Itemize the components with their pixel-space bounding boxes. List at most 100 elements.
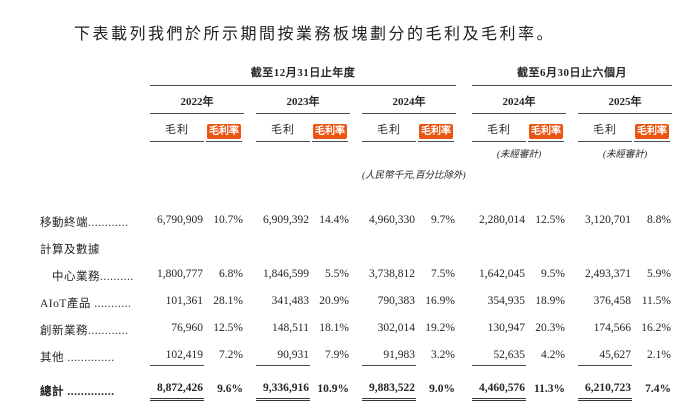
section-gap xyxy=(456,86,472,114)
section-gap xyxy=(456,142,472,161)
col-group-annual: 截至12月31日止年度 xyxy=(150,64,456,86)
gross-profit-value: 3,120,701 xyxy=(585,214,631,226)
section-gap xyxy=(456,203,472,230)
gross-profit-value: 1,800,777 xyxy=(157,268,203,280)
section-gap xyxy=(456,64,472,86)
gross-margin-value: 2.1% xyxy=(647,349,671,361)
group-gap xyxy=(244,257,256,284)
unaudited-row: (未經審計) (未經審計) xyxy=(40,142,672,161)
gross-profit-value: 102,419 xyxy=(150,338,204,366)
gross-margin-value: 14.4% xyxy=(319,214,349,226)
gross-profit-header: 毛利 xyxy=(362,113,416,142)
spacer xyxy=(456,160,672,181)
corner-cell xyxy=(40,142,150,161)
empty-cells xyxy=(150,230,672,257)
segment-name: 計算及數據 xyxy=(40,244,100,256)
group-gap xyxy=(566,203,578,230)
group-gap xyxy=(350,86,362,114)
corner-cell xyxy=(40,86,150,114)
group-gap xyxy=(244,114,256,142)
intro-text: 下表載列我們於所示期間按業務板塊劃分的毛利及毛利率。 xyxy=(74,26,556,43)
gross-margin-chip-underline: 毛利率 xyxy=(634,123,670,142)
total-row: 總計 .............. 8,872,426 9.6% 9,336,916 1… xyxy=(40,365,672,401)
gross-profit-value: 130,947 xyxy=(487,322,525,334)
gross-profit-value: 1,642,045 xyxy=(479,268,525,280)
gross-margin-value: 8.8% xyxy=(647,214,671,226)
table-body: 移動終端............ 6,790,909 10.7% 6,909,392 1… xyxy=(40,203,672,401)
year-header: 2025年 xyxy=(578,85,672,114)
group-gap xyxy=(350,311,362,338)
group-gap xyxy=(350,338,362,365)
gross-profit-value: 4,460,576 xyxy=(472,365,526,401)
gross-margin-highlight-chip: 毛利率 xyxy=(207,123,241,139)
group-gap xyxy=(350,203,362,230)
gross-profit-header: 毛利 xyxy=(578,113,632,142)
unaudited-note: (未經審計) xyxy=(496,150,542,160)
segment-name: 其他 .............. xyxy=(40,352,115,364)
col-group-interim: 截至6月30日止六個月 xyxy=(472,64,672,86)
segment-row: 創新業務............ 76,960 12.5% 148,511 18.1% 3… xyxy=(40,311,672,338)
gross-profit-value: 3,738,812 xyxy=(369,268,415,280)
segment-row: 中心業務.......... 1,800,777 6.8% 1,846,599 5.5%… xyxy=(40,257,672,284)
group-gap xyxy=(566,365,578,399)
gross-margin-value: 12.5% xyxy=(213,322,243,334)
group-gap xyxy=(566,86,578,114)
gross-margin-value: 20.9% xyxy=(319,295,349,307)
group-gap xyxy=(244,338,256,365)
gross-profit-value: 45,627 xyxy=(578,338,632,366)
gross-margin-value: 7.5% xyxy=(431,268,455,280)
segment-name: 中心業務.......... xyxy=(52,271,134,283)
corner-cell xyxy=(40,160,150,181)
row-label: 中心業務.......... xyxy=(40,257,150,284)
gross-profit-value: 1,846,599 xyxy=(263,268,309,280)
gross-profit-value: 2,280,014 xyxy=(479,214,525,226)
gross-margin-chip-underline: 毛利率 xyxy=(206,123,242,142)
group-gap xyxy=(244,311,256,338)
segment-row: 移動終端............ 6,790,909 10.7% 6,909,392 1… xyxy=(40,203,672,230)
group-gap xyxy=(244,203,256,230)
gross-margin-header: 毛利率 xyxy=(310,114,350,142)
gross-margin-highlight-chip: 毛利率 xyxy=(419,123,453,139)
year-header: 2024年 xyxy=(472,85,566,114)
gross-profit-value: 790,383 xyxy=(377,295,415,307)
gross-profit-header: 毛利 xyxy=(150,113,204,142)
group-gap xyxy=(566,284,578,311)
section-gap xyxy=(456,257,472,284)
gross-profit-value: 91,983 xyxy=(362,338,416,366)
gross-margin-value: 6.8% xyxy=(219,268,243,280)
spacer xyxy=(150,160,362,181)
spacer xyxy=(150,142,456,161)
gross-margin-value: 18.1% xyxy=(319,322,349,334)
gross-margin-header: 毛利率 xyxy=(526,114,566,142)
group-gap xyxy=(350,114,362,142)
gross-margin-value: 16.2% xyxy=(641,322,671,334)
gross-margin-value: 10.9% xyxy=(317,383,349,395)
gross-margin-chip-underline: 毛利率 xyxy=(528,123,564,142)
gross-margin-value: 3.2% xyxy=(431,349,455,361)
gross-profit-value: 76,960 xyxy=(171,322,203,334)
gross-profit-value: 354,935 xyxy=(487,295,525,307)
row-label: 其他 .............. xyxy=(40,338,150,365)
gross-profit-value: 6,790,909 xyxy=(157,214,203,226)
gross-margin-header: 毛利率 xyxy=(416,114,456,142)
gross-margin-value: 7.9% xyxy=(325,349,349,361)
gross-margin-value: 16.9% xyxy=(425,295,455,307)
group-gap xyxy=(350,365,362,399)
section-gap xyxy=(456,114,472,142)
gross-margin-value: 18.9% xyxy=(535,295,565,307)
gross-profit-value: 148,511 xyxy=(272,322,309,334)
gross-margin-value: 5.9% xyxy=(647,268,671,280)
gross-margin-chip-underline: 毛利率 xyxy=(312,123,348,142)
gross-margin-header: 毛利率 xyxy=(632,114,672,142)
group-header-row: 截至12月31日止年度 截至6月30日止六個月 xyxy=(40,64,672,86)
section-gap xyxy=(456,338,472,365)
group-gap xyxy=(566,338,578,365)
corner-cell xyxy=(40,114,150,142)
row-label: 創新業務............ xyxy=(40,311,150,338)
gross-margin-value: 5.5% xyxy=(325,268,349,280)
gross-profit-value: 302,014 xyxy=(377,322,415,334)
segment-name: AIoT產品 ........... xyxy=(40,298,132,310)
gross-margin-value: 10.7% xyxy=(213,214,243,226)
gross-profit-value: 2,493,371 xyxy=(585,268,631,280)
